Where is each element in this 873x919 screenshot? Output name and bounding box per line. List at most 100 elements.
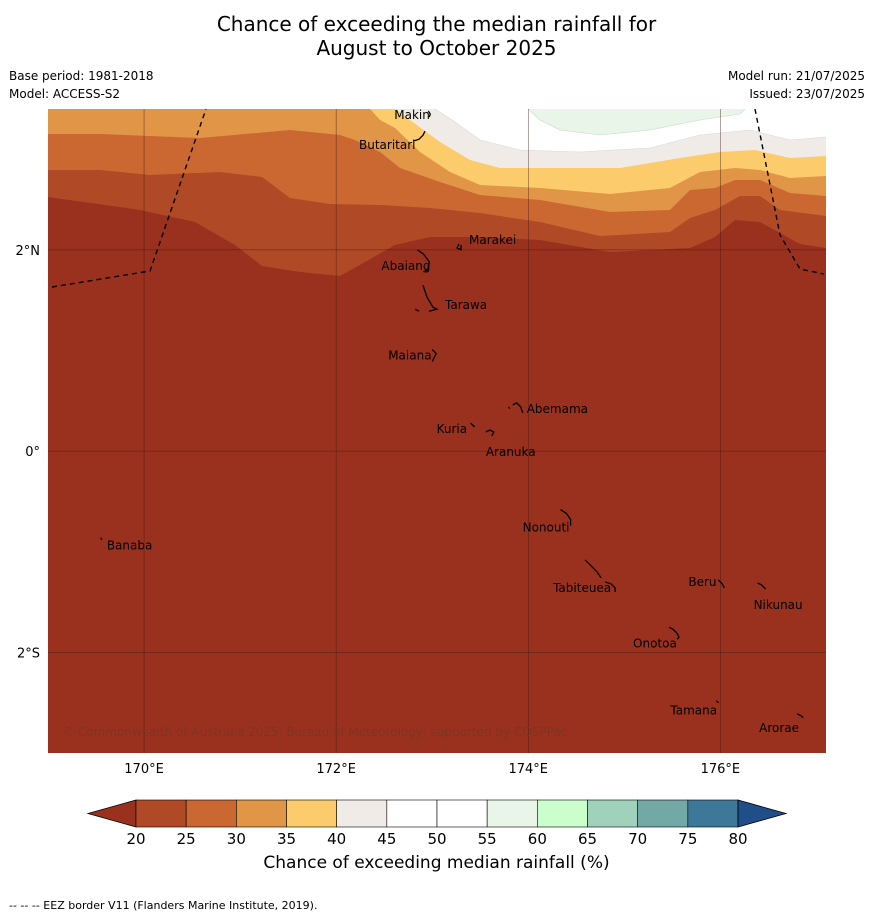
colorbar-tick-label: 40 xyxy=(327,830,346,848)
lat-tick-label: 2°N xyxy=(16,244,41,259)
title-line-2: August to October 2025 xyxy=(316,36,557,60)
island-label: Makin xyxy=(394,108,430,122)
colorbar-segment xyxy=(286,799,337,828)
island-coastline xyxy=(431,349,437,362)
colorbar-extend-low xyxy=(86,799,137,828)
island-marakei: Marakei xyxy=(456,233,516,251)
colorbar-segment xyxy=(537,799,588,828)
colorbar-segment xyxy=(687,799,739,828)
band-55-60 xyxy=(528,109,745,135)
island-makin: Makin xyxy=(394,108,431,122)
colorbar-tick-label: 45 xyxy=(377,830,396,848)
model-run: Model run: 21/07/2025 xyxy=(727,69,865,83)
island-coastline xyxy=(560,509,572,526)
island-coastline xyxy=(796,713,804,719)
eez-line-west xyxy=(51,108,207,288)
island-coastline xyxy=(485,429,495,437)
island-coastline xyxy=(668,626,680,640)
island-banaba: Banaba xyxy=(100,537,153,553)
contour-55 xyxy=(527,109,746,136)
island-label: Kuria xyxy=(437,422,468,436)
copyright-note: © Commonwealth of Australia 2025, Bureau… xyxy=(62,725,567,739)
colorbar-extend-high xyxy=(737,799,788,828)
island-label: Tamana xyxy=(669,704,717,718)
colorbar-segment xyxy=(135,799,187,828)
island-label: Tarawa xyxy=(444,298,487,312)
island-label: Beru xyxy=(688,575,716,589)
map-title: Chance of exceeding the median rainfall … xyxy=(0,12,873,60)
contour-50 xyxy=(434,109,826,153)
lon-tick-label: 172°E xyxy=(316,762,356,777)
island-label: Tabiteuea xyxy=(552,581,611,595)
lat-tick-label: 2°S xyxy=(17,646,40,661)
island-nonouti: Nonouti xyxy=(523,509,572,535)
island-onotoa: Onotoa xyxy=(633,626,680,650)
colorbar-segment xyxy=(336,799,388,828)
island-coastline xyxy=(414,285,439,312)
island-coastline xyxy=(417,249,431,273)
graticule xyxy=(48,109,826,753)
island-label: Nikunau xyxy=(754,598,803,612)
island-butaritari: Butaritari xyxy=(359,130,426,152)
island-coastline xyxy=(717,579,725,589)
colorbar-segment xyxy=(587,799,638,828)
colorbar-segment xyxy=(637,799,689,828)
island-coastline xyxy=(100,537,103,540)
island-layer: Makin Butaritari Marakei Abaiang Tarawa Maian… xyxy=(100,108,804,735)
island-maiana: Maiana xyxy=(388,349,437,363)
island-label: Banaba xyxy=(107,539,153,553)
colorbar-tick-label: 55 xyxy=(478,830,497,848)
colorbar-segment xyxy=(386,799,438,828)
island-label: Aranuka xyxy=(486,445,536,459)
meta-left: Base period: 1981-2018 Model: ACCESS-S2 xyxy=(9,67,154,103)
island-beru: Beru xyxy=(688,575,725,589)
lon-tick-label: 174°E xyxy=(508,762,548,777)
colorbar-segment xyxy=(236,799,287,828)
probability-field xyxy=(48,109,826,753)
island-label: Maiana xyxy=(388,349,431,363)
colorbar-tick-label: 20 xyxy=(126,830,145,848)
colorbar-tick-label: 50 xyxy=(427,830,446,848)
island-tabiteuea: Tabiteuea xyxy=(552,559,616,595)
island-arorae: Arorae xyxy=(759,713,804,735)
lon-tick-label: 176°E xyxy=(701,762,741,777)
island-kuria: Kuria xyxy=(437,422,476,436)
island-coastline xyxy=(470,422,476,428)
island-abaiang: Abaiang xyxy=(381,249,431,273)
island-label: Butaritari xyxy=(359,138,416,152)
island-coastline xyxy=(584,559,616,592)
island-label: Marakei xyxy=(469,233,516,247)
colorbar-segment xyxy=(185,799,237,828)
colorbar-segment xyxy=(486,799,538,828)
island-coastline xyxy=(412,130,426,142)
island-nikunau: Nikunau xyxy=(754,582,803,612)
lon-tick-label: 170°E xyxy=(124,762,164,777)
eez-line-east xyxy=(754,108,825,275)
island-label: Abemama xyxy=(527,402,588,416)
colorbar-tick-label: 60 xyxy=(528,830,547,848)
colorbar: 20 25 30 35 40 45 50 55 60 65 70 75 80 xyxy=(86,799,788,848)
meta-right: Model run: 21/07/2025 Issued: 23/07/2025 xyxy=(728,67,865,103)
colorbar-tick-label: 70 xyxy=(628,830,647,848)
colorbar-tick-label: 35 xyxy=(277,830,296,848)
island-coastline xyxy=(715,700,719,704)
colorbar-tick-label: 80 xyxy=(728,830,747,848)
island-label: Nonouti xyxy=(523,521,570,535)
eez-footnote: -- -- -- EEZ border V11 (Flanders Marine… xyxy=(9,899,318,912)
island-coastline xyxy=(508,402,524,414)
title-line-1: Chance of exceeding the median rainfall … xyxy=(216,12,657,36)
island-tarawa: Tarawa xyxy=(414,285,487,312)
colorbar-tick-label: 75 xyxy=(678,830,697,848)
colorbar-segment xyxy=(436,799,488,828)
island-abemama: Abemama xyxy=(508,402,588,416)
island-coastline xyxy=(427,110,431,118)
island-label: Onotoa xyxy=(633,636,677,650)
colorbar-tick-label: 25 xyxy=(177,830,196,848)
axis-labels: 170°E 172°E 174°E 176°E 2°N 0° 2°S xyxy=(16,244,741,777)
eez-border xyxy=(51,108,825,288)
island-tamana: Tamana xyxy=(669,700,719,718)
colorbar-tick-label: 65 xyxy=(578,830,597,848)
island-coastline xyxy=(456,243,462,251)
base-period: Base period: 1981-2018 xyxy=(9,69,154,83)
